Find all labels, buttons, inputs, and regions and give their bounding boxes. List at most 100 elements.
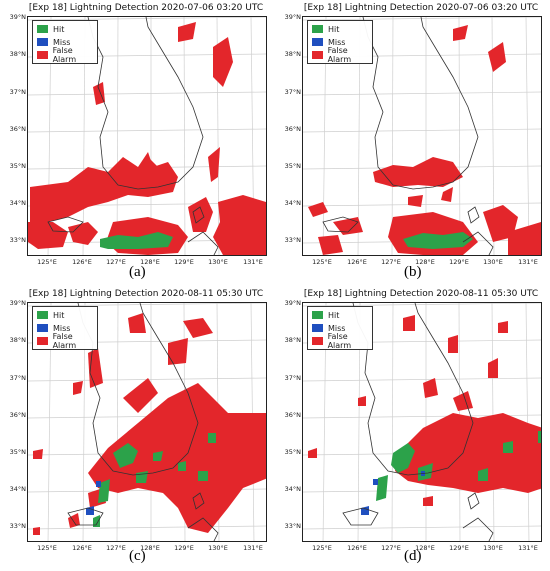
lon-label: 128°E [140,544,160,552]
panel-b: [Exp 18] Lightning Detection 2020-07-06 … [275,0,550,285]
lat-label: 37°N [284,88,301,96]
panel-caption: (d) [404,548,422,564]
lon-label: 131°E [518,258,538,266]
legend-item-miss: Miss [37,37,70,47]
panel-title: [Exp 18] Lightning Detection 2020-07-06 … [303,3,539,13]
legend-item-miss: Miss [312,37,345,47]
coastline [342,303,494,541]
lon-label: 131°E [518,544,538,552]
map-svg [28,17,266,255]
legend-item-false-alarm: False Alarm [37,46,97,64]
lat-label: 36°N [284,411,301,419]
legend: Hit Miss False Alarm [32,20,98,64]
lat-label: 38°N [284,50,301,58]
panel-caption: (c) [129,548,146,564]
lon-label: 125°E [312,544,332,552]
map-area: Hit Miss False Alarm [302,302,542,542]
lat-label: 33°N [284,236,301,244]
legend-label: False Alarm [52,332,77,350]
lat-label: 34°N [9,485,26,493]
lat-label: 36°N [9,125,26,133]
lon-label: 129°E [449,258,469,266]
lat-label: 38°N [9,336,26,344]
legend-item-hit: Hit [37,310,64,320]
lon-label: 129°E [449,544,469,552]
legend-item-hit: Hit [312,310,339,320]
lat-label: 33°N [9,236,26,244]
legend-label: False Alarm [52,46,77,64]
lat-label: 37°N [9,88,26,96]
lat-label: 37°N [284,374,301,382]
lon-label: 127°E [381,544,401,552]
map-svg [303,303,541,541]
legend-item-hit: Hit [37,24,64,34]
lon-label: 130°E [483,544,503,552]
lon-label: 125°E [312,258,332,266]
lon-label: 126°E [72,544,92,552]
legend-label: Miss [53,37,71,47]
hit-areas [403,232,473,249]
false-alarm-areas [33,313,266,535]
lon-label: 129°E [174,258,194,266]
legend-label: Miss [328,37,346,47]
legend-label: False Alarm [327,46,352,64]
lon-label: 127°E [106,544,126,552]
legend-label: False Alarm [327,332,352,350]
lat-label: 35°N [9,162,26,170]
lat-label: 39°N [284,13,301,21]
lat-label: 35°N [284,448,301,456]
panel-caption: (a) [129,264,146,280]
lat-label: 35°N [9,448,26,456]
lon-label: 125°E [37,544,57,552]
lat-label: 33°N [284,522,301,530]
legend: Hit Miss False Alarm [307,20,373,64]
lat-label: 39°N [9,13,26,21]
lon-label: 130°E [208,544,228,552]
legend-label: Miss [328,323,346,333]
panel-a: [Exp 18] Lightning Detection 2020-07-06 … [0,0,275,285]
legend-label: Hit [328,310,340,320]
legend: Hit Miss False Alarm [307,306,373,350]
panel-d: [Exp 18] Lightning Detection 2020-08-11 … [275,286,550,571]
lat-label: 39°N [284,299,301,307]
lat-label: 34°N [9,199,26,207]
map-area: Hit Miss False Alarm [27,302,267,542]
legend: Hit Miss False Alarm [32,306,98,350]
lon-label: 131°E [243,258,263,266]
lon-label: 128°E [415,258,435,266]
lon-label: 130°E [483,258,503,266]
panel-title: [Exp 18] Lightning Detection 2020-08-11 … [28,289,264,299]
lat-label: 39°N [9,299,26,307]
lon-label: 126°E [72,258,92,266]
coastline [67,303,219,541]
lat-label: 36°N [284,125,301,133]
panel-caption: (b) [404,264,422,280]
lat-label: 35°N [284,162,301,170]
lon-label: 127°E [381,258,401,266]
legend-item-false-alarm: False Alarm [312,46,372,64]
legend-item-false-alarm: False Alarm [312,332,372,350]
lon-label: 126°E [347,544,367,552]
lat-label: 37°N [9,374,26,382]
lon-label: 131°E [243,544,263,552]
legend-label: Hit [328,24,340,34]
lat-label: 33°N [9,522,26,530]
hit-areas [100,232,173,249]
lon-label: 128°E [415,544,435,552]
legend-label: Miss [53,323,71,333]
coastline [322,17,494,255]
lon-label: 126°E [347,258,367,266]
panel-title: [Exp 18] Lightning Detection 2020-08-11 … [303,289,539,299]
hit-areas [376,431,541,501]
legend-item-false-alarm: False Alarm [37,332,97,350]
lat-label: 38°N [284,336,301,344]
lon-label: 129°E [174,544,194,552]
lat-label: 34°N [284,485,301,493]
legend-item-hit: Hit [312,24,339,34]
map-svg [28,303,266,541]
lat-label: 38°N [9,50,26,58]
lat-label: 36°N [9,411,26,419]
coastline [47,17,219,255]
legend-label: Hit [53,24,65,34]
legend-item-miss: Miss [312,323,345,333]
